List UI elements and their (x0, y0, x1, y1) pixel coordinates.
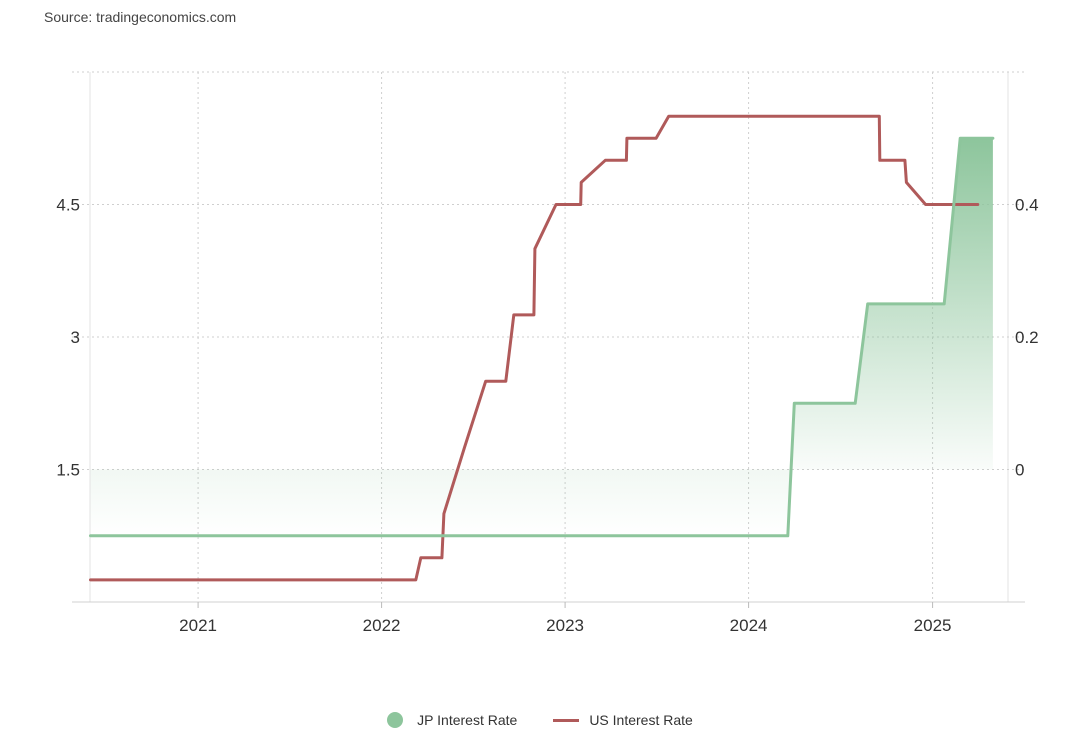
x-axis: 2021 2022 2023 2024 2025 (179, 602, 952, 635)
jp-interest-rate-line (89, 136, 995, 538)
source-label: Source: tradingeconomics.com (44, 9, 237, 25)
us-swatch (553, 718, 580, 722)
y-right-tick-label: 0.4 (1015, 196, 1039, 215)
y-right-tick-label: 0.2 (1015, 328, 1039, 347)
y-right-tick-label: 0 (1015, 461, 1024, 480)
y-left-tick-label: 4.5 (56, 196, 80, 215)
x-tick-label: 2021 (179, 616, 217, 635)
jp-swatch (387, 712, 404, 728)
y-axis-right: 0 0.2 0.4 (1015, 196, 1039, 480)
legend-item-us[interactable]: US Interest Rate (553, 712, 693, 728)
legend: JP Interest Rate US Interest Rate (0, 712, 1080, 728)
legend-label-jp: JP Interest Rate (417, 712, 518, 728)
us-interest-rate-line (89, 114, 980, 582)
x-tick-label: 2022 (363, 616, 401, 635)
y-axis-left: 1.5 3 4.5 (56, 196, 80, 480)
legend-item-jp[interactable]: JP Interest Rate (387, 712, 517, 728)
x-tick-label: 2023 (546, 616, 584, 635)
jp-area-negative (90, 469, 993, 536)
series-lines (89, 114, 995, 582)
jp-area (90, 138, 993, 536)
y-left-tick-label: 1.5 (56, 461, 80, 480)
chart: 2021 2022 2023 2024 2025 1.5 3 4.5 0 0.2 0.4 (56, 71, 1039, 635)
y-left-tick-label: 3 (71, 328, 80, 347)
x-tick-label: 2025 (914, 616, 952, 635)
legend-label-us: US Interest Rate (589, 712, 693, 728)
x-tick-label: 2024 (730, 616, 768, 635)
jp-area-positive (90, 138, 993, 470)
